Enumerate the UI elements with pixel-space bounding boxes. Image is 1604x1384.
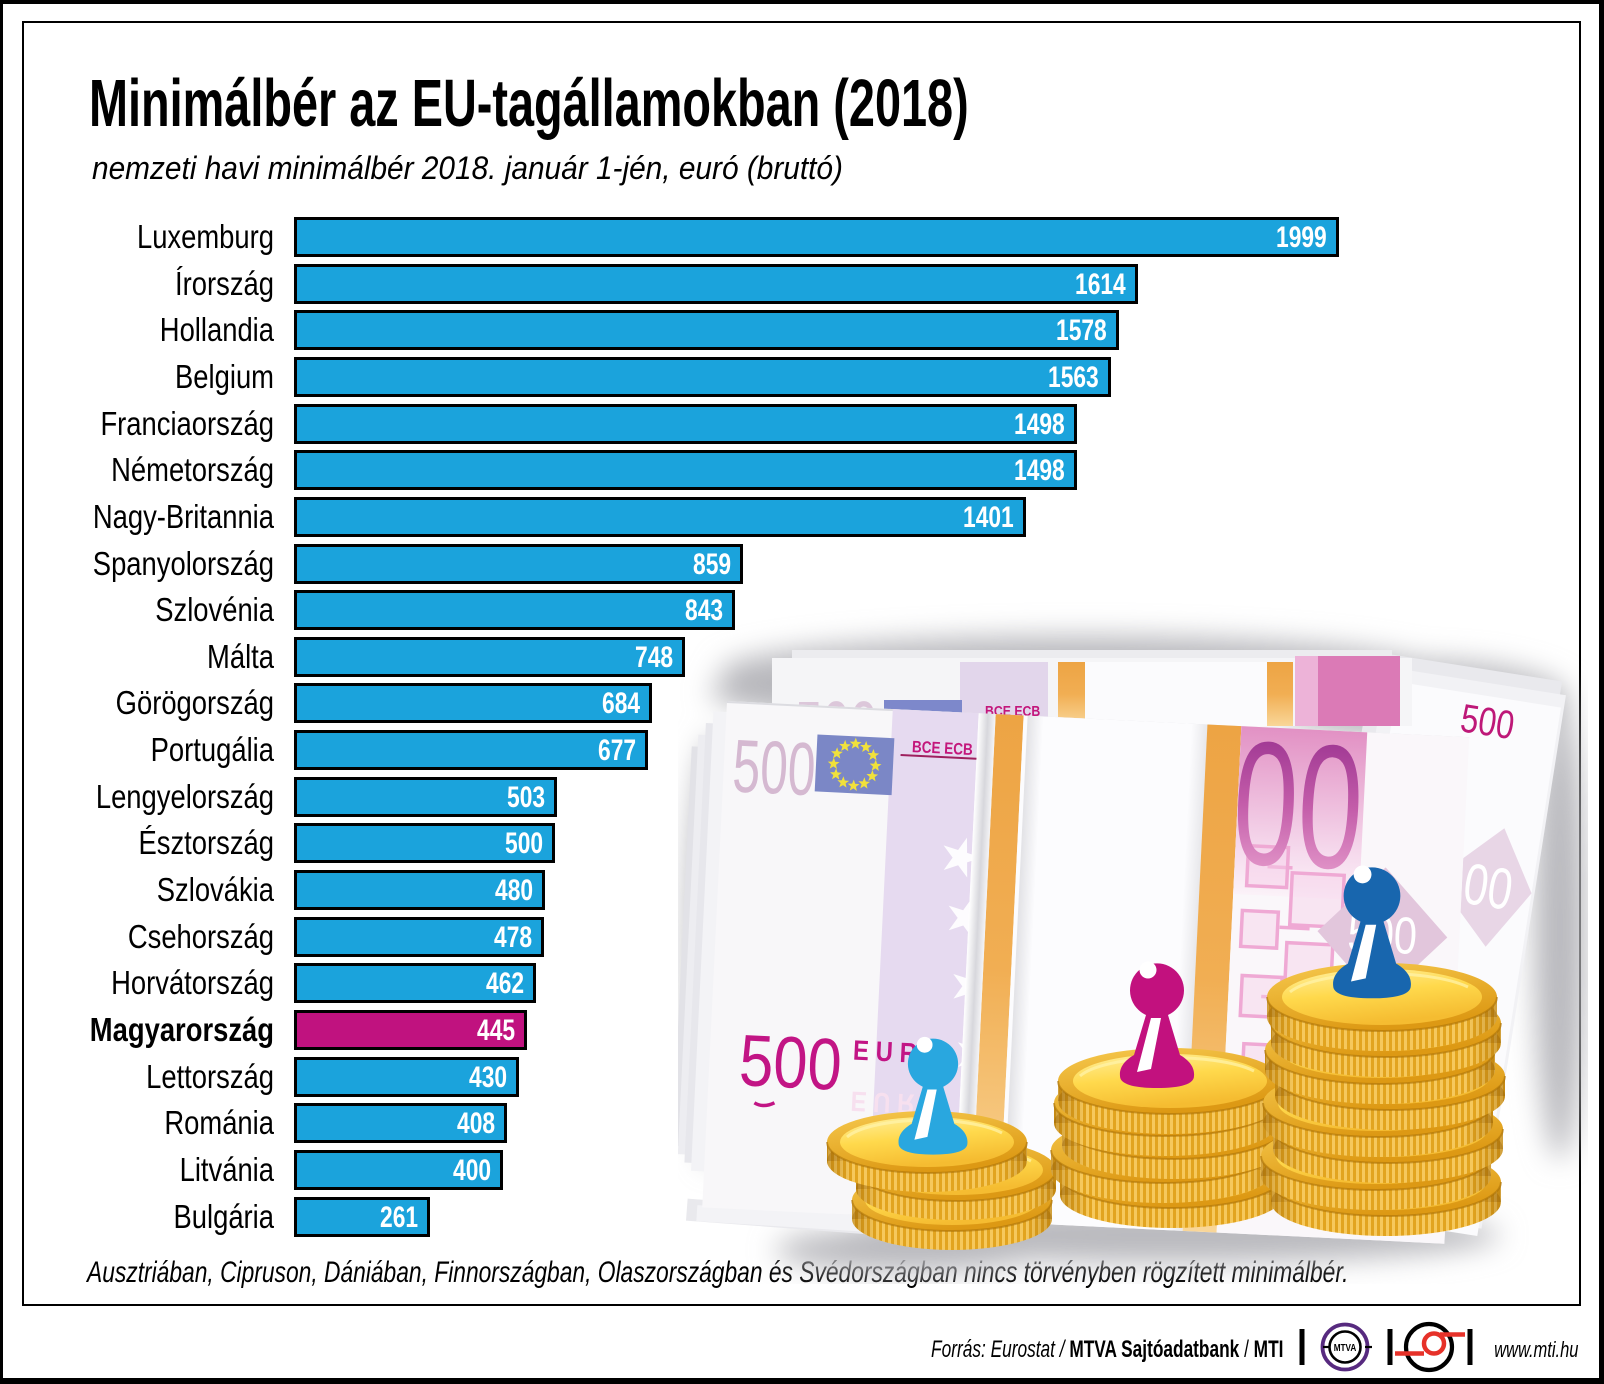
svg-text:BCE ECB: BCE ECB: [912, 738, 974, 760]
svg-text:MTVA: MTVA: [1334, 1342, 1357, 1353]
svg-text:00: 00: [1459, 851, 1517, 922]
svg-text:500: 500: [731, 724, 818, 812]
svg-text:500: 500: [737, 1020, 843, 1106]
svg-text:00: 00: [1229, 704, 1368, 907]
